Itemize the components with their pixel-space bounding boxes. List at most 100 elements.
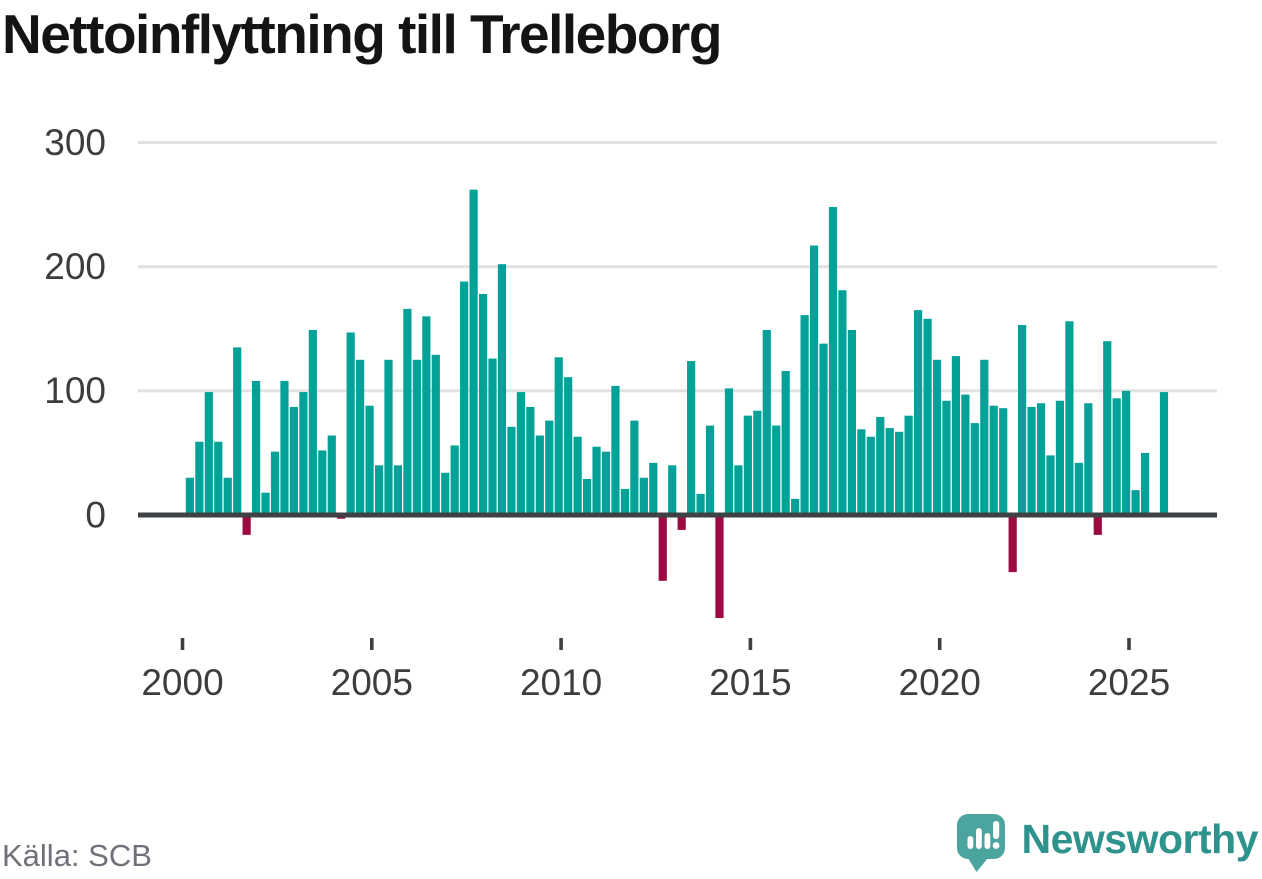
bar-2013-q4 <box>705 425 715 515</box>
bar-2021-q4 <box>1008 515 1017 573</box>
x-tick-2025 <box>1127 638 1131 650</box>
bar-2021-q3 <box>999 408 1008 515</box>
x-axis-labels: 2000 2005 2010 2015 2020 2025 <box>141 662 1170 703</box>
bar-2010-q3 <box>582 478 592 515</box>
bar-2007-q2 <box>460 281 469 515</box>
bar-2017-q1 <box>828 207 838 515</box>
bar-2014-q4 <box>743 415 752 515</box>
newsworthy-wordmark: Newsworthy <box>1021 815 1259 862</box>
bar-2019-q1 <box>904 415 913 515</box>
bar-2013-q1 <box>677 515 686 530</box>
bar-2007-q4 <box>478 293 488 515</box>
bar-2014-q1 <box>715 515 724 619</box>
bar-2019-q3 <box>923 318 932 515</box>
y-axis-label-100: 100 <box>44 370 106 411</box>
bar-2016-q3 <box>809 245 819 516</box>
bar-2000-q3 <box>204 392 213 515</box>
bar-2009-q2 <box>535 435 544 515</box>
bar-2012-q1 <box>639 477 648 515</box>
bar-2020-q3 <box>961 394 970 515</box>
x-tick-2005 <box>370 638 374 650</box>
bar-2005-q2 <box>384 359 393 515</box>
bar-2012-q4 <box>668 465 677 515</box>
bar-2023-q1 <box>1055 400 1065 515</box>
bar-2014-q2 <box>724 388 734 515</box>
bar-2023-q2 <box>1065 321 1074 515</box>
bar-2018-q2 <box>876 416 885 515</box>
x-axis-ticks <box>180 638 1131 650</box>
bar-2018-q3 <box>885 428 894 515</box>
x-axis-label-2020: 2020 <box>899 662 981 703</box>
bar-2010-q1 <box>564 377 573 515</box>
bar-2016-q2 <box>800 315 809 515</box>
bar-2001-q3 <box>242 515 251 535</box>
bar-2021-q1 <box>980 359 989 515</box>
bar-2008-q2 <box>497 264 507 515</box>
bar-2011-q1 <box>601 451 611 515</box>
bar-2022-q1 <box>1018 325 1027 515</box>
y-axis-labels: 300 200 100 0 <box>44 122 106 536</box>
bar-2024-q1 <box>1093 515 1102 535</box>
bar-2002-q2 <box>270 451 280 515</box>
gridline-300 <box>138 141 1217 144</box>
bar-2025-q1 <box>1131 490 1140 515</box>
bar-2024-q3 <box>1112 398 1121 515</box>
bar-2009-q1 <box>526 406 535 515</box>
bar-2017-q4 <box>857 429 866 515</box>
bar-2002-q3 <box>280 380 289 515</box>
x-tick-2020 <box>937 638 942 650</box>
y-axis-label-300: 300 <box>44 122 106 163</box>
y-axis-label-0: 0 <box>85 495 106 536</box>
gridline-100 <box>138 389 1217 393</box>
bar-chart: 300 200 100 0 2000 2005 2010 2015 2020 2… <box>44 122 1217 703</box>
bar-2009-q4 <box>554 357 563 515</box>
bar-2019-q2 <box>913 310 923 515</box>
bar-2023-q3 <box>1074 462 1083 515</box>
bar-2009-q3 <box>545 420 554 515</box>
bar-2007-q1 <box>450 445 459 515</box>
y-axis-label-200: 200 <box>44 246 106 287</box>
bar-2015-q3 <box>772 425 781 515</box>
bar-2008-q4 <box>516 392 525 515</box>
bar-2020-q2 <box>951 356 961 515</box>
x-axis-label-2025: 2025 <box>1088 662 1170 703</box>
newsworthy-logo: Newsworthy <box>955 810 1259 874</box>
bar-2025-q2 <box>1140 452 1150 516</box>
bar-2012-q3 <box>658 515 667 581</box>
bar-2004-q3 <box>356 359 365 515</box>
x-tick-2010 <box>559 638 563 650</box>
source-text: Källa: SCB <box>2 838 152 873</box>
bar-2024-q2 <box>1103 341 1112 515</box>
bar-2003-q4 <box>327 435 336 515</box>
bar-2017-q2 <box>838 290 847 515</box>
bar-2010-q2 <box>573 436 582 515</box>
bar-2012-q2 <box>649 462 658 515</box>
bar-2015-q1 <box>753 410 762 515</box>
bar-2006-q1 <box>412 359 421 515</box>
zero-axis-line <box>138 512 1217 518</box>
bar-2001-q4 <box>252 380 261 515</box>
bar-2001-q2 <box>233 347 242 515</box>
bar-2000-q4 <box>214 441 223 515</box>
bar-2006-q2 <box>422 316 431 515</box>
bar-2023-q4 <box>1084 403 1093 515</box>
bar-2019-q4 <box>932 359 942 515</box>
bar-2018-q4 <box>895 431 904 515</box>
bar-2008-q1 <box>488 358 497 515</box>
newsworthy-icon <box>956 814 1005 872</box>
bar-2003-q2 <box>308 329 317 515</box>
bar-2022-q3 <box>1036 403 1046 515</box>
bar-2016-q1 <box>791 498 800 515</box>
gridlines <box>138 141 1217 393</box>
bar-2006-q3 <box>431 354 440 515</box>
bar-2002-q1 <box>261 492 270 515</box>
bar-2020-q4 <box>970 423 979 515</box>
bar-2003-q1 <box>299 392 308 515</box>
bar-2015-q4 <box>781 370 790 515</box>
bar-2018-q1 <box>866 436 875 515</box>
page-title: Nettoinflyttning till Trelleborg <box>2 3 722 65</box>
gridline-200 <box>138 265 1217 269</box>
x-tick-2000 <box>180 638 185 650</box>
bar-2005-q1 <box>374 465 384 515</box>
bar-2021-q2 <box>989 405 998 515</box>
